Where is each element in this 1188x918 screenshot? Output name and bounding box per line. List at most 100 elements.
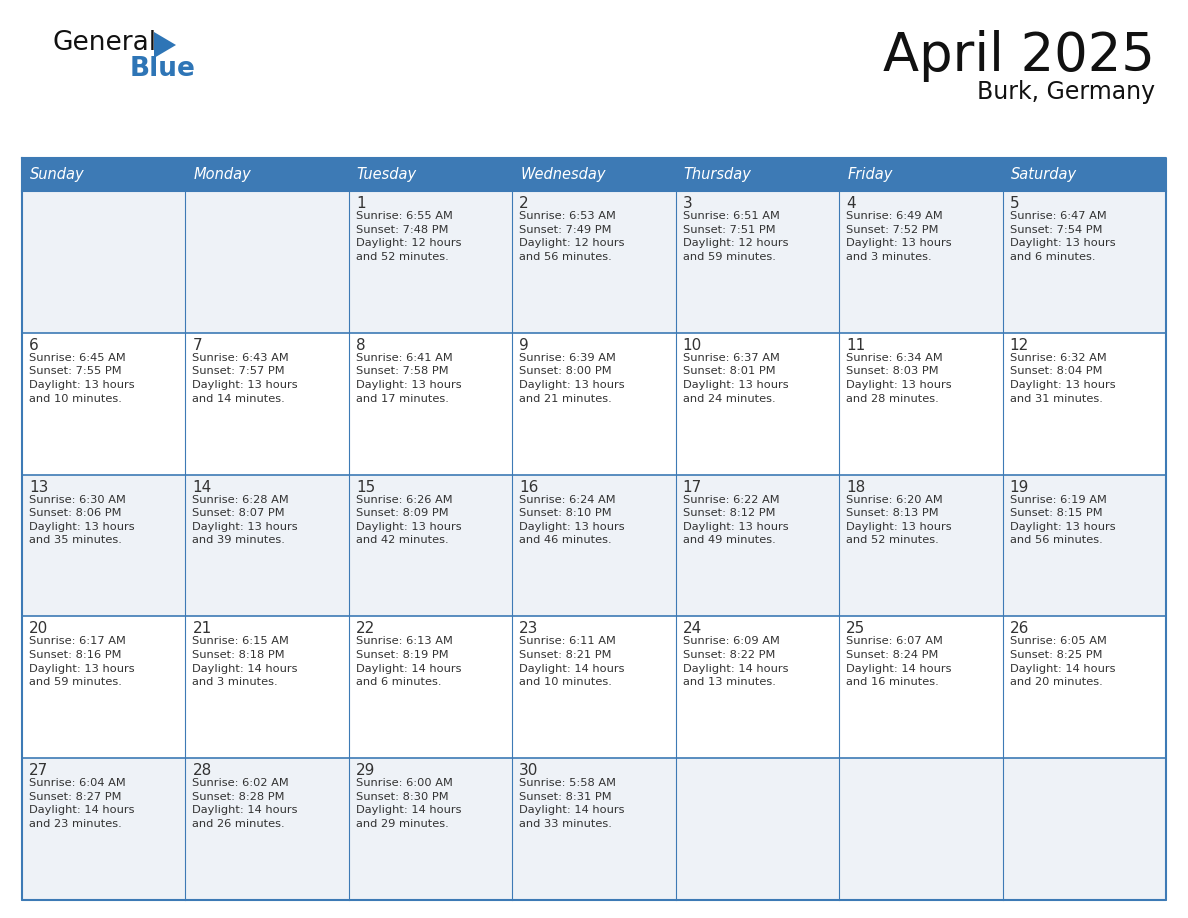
Text: Sunrise: 6:02 AM
Sunset: 8:28 PM
Daylight: 14 hours
and 26 minutes.: Sunrise: 6:02 AM Sunset: 8:28 PM Dayligh… xyxy=(192,778,298,829)
Text: Friday: Friday xyxy=(847,167,892,182)
Bar xyxy=(676,191,839,333)
Bar xyxy=(23,191,185,333)
Text: Wednesday: Wednesday xyxy=(520,167,606,182)
Bar xyxy=(512,333,676,475)
Bar xyxy=(1003,475,1165,616)
Bar xyxy=(185,333,349,475)
Text: 19: 19 xyxy=(1010,479,1029,495)
Text: 15: 15 xyxy=(356,479,375,495)
Text: 18: 18 xyxy=(846,479,865,495)
Text: Sunrise: 6:51 AM
Sunset: 7:51 PM
Daylight: 12 hours
and 59 minutes.: Sunrise: 6:51 AM Sunset: 7:51 PM Dayligh… xyxy=(683,211,788,262)
Text: 9: 9 xyxy=(519,338,529,353)
Text: Sunrise: 6:34 AM
Sunset: 8:03 PM
Daylight: 13 hours
and 28 minutes.: Sunrise: 6:34 AM Sunset: 8:03 PM Dayligh… xyxy=(846,353,952,404)
Text: 29: 29 xyxy=(356,763,375,778)
Text: Sunrise: 6:24 AM
Sunset: 8:10 PM
Daylight: 13 hours
and 46 minutes.: Sunrise: 6:24 AM Sunset: 8:10 PM Dayligh… xyxy=(519,495,625,545)
Text: Sunrise: 6:17 AM
Sunset: 8:16 PM
Daylight: 13 hours
and 59 minutes.: Sunrise: 6:17 AM Sunset: 8:16 PM Dayligh… xyxy=(29,636,134,688)
Bar xyxy=(23,475,185,616)
Bar xyxy=(839,475,1003,616)
Text: Sunrise: 6:39 AM
Sunset: 8:00 PM
Daylight: 13 hours
and 21 minutes.: Sunrise: 6:39 AM Sunset: 8:00 PM Dayligh… xyxy=(519,353,625,404)
Text: Sunday: Sunday xyxy=(30,167,84,182)
Bar xyxy=(23,616,185,758)
Text: 14: 14 xyxy=(192,479,211,495)
Text: Sunrise: 6:04 AM
Sunset: 8:27 PM
Daylight: 14 hours
and 23 minutes.: Sunrise: 6:04 AM Sunset: 8:27 PM Dayligh… xyxy=(29,778,134,829)
Text: Sunrise: 6:19 AM
Sunset: 8:15 PM
Daylight: 13 hours
and 56 minutes.: Sunrise: 6:19 AM Sunset: 8:15 PM Dayligh… xyxy=(1010,495,1116,545)
Text: Sunrise: 6:13 AM
Sunset: 8:19 PM
Daylight: 14 hours
and 6 minutes.: Sunrise: 6:13 AM Sunset: 8:19 PM Dayligh… xyxy=(356,636,461,688)
Text: 16: 16 xyxy=(519,479,538,495)
Text: 3: 3 xyxy=(683,196,693,211)
Text: Sunrise: 6:20 AM
Sunset: 8:13 PM
Daylight: 13 hours
and 52 minutes.: Sunrise: 6:20 AM Sunset: 8:13 PM Dayligh… xyxy=(846,495,952,545)
Text: Sunrise: 6:09 AM
Sunset: 8:22 PM
Daylight: 14 hours
and 13 minutes.: Sunrise: 6:09 AM Sunset: 8:22 PM Dayligh… xyxy=(683,636,788,688)
Bar xyxy=(349,616,512,758)
Text: General: General xyxy=(52,30,156,56)
Bar xyxy=(512,475,676,616)
Bar xyxy=(512,191,676,333)
Text: 5: 5 xyxy=(1010,196,1019,211)
Text: Burk, Germany: Burk, Germany xyxy=(977,80,1155,104)
Text: Sunrise: 6:22 AM
Sunset: 8:12 PM
Daylight: 13 hours
and 49 minutes.: Sunrise: 6:22 AM Sunset: 8:12 PM Dayligh… xyxy=(683,495,789,545)
Text: 7: 7 xyxy=(192,338,202,353)
Text: Sunrise: 6:43 AM
Sunset: 7:57 PM
Daylight: 13 hours
and 14 minutes.: Sunrise: 6:43 AM Sunset: 7:57 PM Dayligh… xyxy=(192,353,298,404)
Polygon shape xyxy=(154,32,176,58)
Bar xyxy=(349,333,512,475)
Text: 21: 21 xyxy=(192,621,211,636)
Text: Sunrise: 6:11 AM
Sunset: 8:21 PM
Daylight: 14 hours
and 10 minutes.: Sunrise: 6:11 AM Sunset: 8:21 PM Dayligh… xyxy=(519,636,625,688)
Text: 11: 11 xyxy=(846,338,865,353)
Bar xyxy=(1003,616,1165,758)
Text: Sunrise: 6:47 AM
Sunset: 7:54 PM
Daylight: 13 hours
and 6 minutes.: Sunrise: 6:47 AM Sunset: 7:54 PM Dayligh… xyxy=(1010,211,1116,262)
Text: Sunrise: 6:00 AM
Sunset: 8:30 PM
Daylight: 14 hours
and 29 minutes.: Sunrise: 6:00 AM Sunset: 8:30 PM Dayligh… xyxy=(356,778,461,829)
Text: 28: 28 xyxy=(192,763,211,778)
Text: 26: 26 xyxy=(1010,621,1029,636)
Text: 23: 23 xyxy=(519,621,538,636)
Bar xyxy=(185,758,349,900)
Text: Sunrise: 6:53 AM
Sunset: 7:49 PM
Daylight: 12 hours
and 56 minutes.: Sunrise: 6:53 AM Sunset: 7:49 PM Dayligh… xyxy=(519,211,625,262)
Text: Sunrise: 5:58 AM
Sunset: 8:31 PM
Daylight: 14 hours
and 33 minutes.: Sunrise: 5:58 AM Sunset: 8:31 PM Dayligh… xyxy=(519,778,625,829)
Bar xyxy=(1003,191,1165,333)
Text: 1: 1 xyxy=(356,196,366,211)
Text: 24: 24 xyxy=(683,621,702,636)
Text: Saturday: Saturday xyxy=(1011,167,1076,182)
Bar xyxy=(512,758,676,900)
Text: Sunrise: 6:26 AM
Sunset: 8:09 PM
Daylight: 13 hours
and 42 minutes.: Sunrise: 6:26 AM Sunset: 8:09 PM Dayligh… xyxy=(356,495,461,545)
Bar xyxy=(1003,333,1165,475)
Text: Sunrise: 6:07 AM
Sunset: 8:24 PM
Daylight: 14 hours
and 16 minutes.: Sunrise: 6:07 AM Sunset: 8:24 PM Dayligh… xyxy=(846,636,952,688)
Bar xyxy=(23,758,185,900)
Text: 4: 4 xyxy=(846,196,855,211)
Text: Blue: Blue xyxy=(129,56,196,82)
Bar xyxy=(185,475,349,616)
Bar xyxy=(349,191,512,333)
Bar xyxy=(23,333,185,475)
Bar xyxy=(676,616,839,758)
Text: Tuesday: Tuesday xyxy=(356,167,417,182)
Text: 30: 30 xyxy=(519,763,538,778)
Text: 2: 2 xyxy=(519,196,529,211)
Text: 17: 17 xyxy=(683,479,702,495)
Text: 25: 25 xyxy=(846,621,865,636)
Text: Sunrise: 6:15 AM
Sunset: 8:18 PM
Daylight: 14 hours
and 3 minutes.: Sunrise: 6:15 AM Sunset: 8:18 PM Dayligh… xyxy=(192,636,298,688)
Text: Sunrise: 6:45 AM
Sunset: 7:55 PM
Daylight: 13 hours
and 10 minutes.: Sunrise: 6:45 AM Sunset: 7:55 PM Dayligh… xyxy=(29,353,134,404)
Bar xyxy=(185,616,349,758)
Text: Sunrise: 6:55 AM
Sunset: 7:48 PM
Daylight: 12 hours
and 52 minutes.: Sunrise: 6:55 AM Sunset: 7:48 PM Dayligh… xyxy=(356,211,461,262)
Bar xyxy=(512,616,676,758)
Text: 8: 8 xyxy=(356,338,366,353)
Bar xyxy=(23,158,1165,191)
Text: Sunrise: 6:49 AM
Sunset: 7:52 PM
Daylight: 13 hours
and 3 minutes.: Sunrise: 6:49 AM Sunset: 7:52 PM Dayligh… xyxy=(846,211,952,262)
Bar xyxy=(676,475,839,616)
Text: Sunrise: 6:41 AM
Sunset: 7:58 PM
Daylight: 13 hours
and 17 minutes.: Sunrise: 6:41 AM Sunset: 7:58 PM Dayligh… xyxy=(356,353,461,404)
Text: Monday: Monday xyxy=(194,167,251,182)
Text: Sunrise: 6:05 AM
Sunset: 8:25 PM
Daylight: 14 hours
and 20 minutes.: Sunrise: 6:05 AM Sunset: 8:25 PM Dayligh… xyxy=(1010,636,1116,688)
Text: April 2025: April 2025 xyxy=(883,30,1155,82)
Bar xyxy=(839,191,1003,333)
Text: Sunrise: 6:28 AM
Sunset: 8:07 PM
Daylight: 13 hours
and 39 minutes.: Sunrise: 6:28 AM Sunset: 8:07 PM Dayligh… xyxy=(192,495,298,545)
Text: 13: 13 xyxy=(29,479,49,495)
Text: Sunrise: 6:37 AM
Sunset: 8:01 PM
Daylight: 13 hours
and 24 minutes.: Sunrise: 6:37 AM Sunset: 8:01 PM Dayligh… xyxy=(683,353,789,404)
Text: 27: 27 xyxy=(29,763,49,778)
Bar xyxy=(839,758,1003,900)
Bar xyxy=(839,333,1003,475)
Bar xyxy=(676,758,839,900)
Text: Sunrise: 6:32 AM
Sunset: 8:04 PM
Daylight: 13 hours
and 31 minutes.: Sunrise: 6:32 AM Sunset: 8:04 PM Dayligh… xyxy=(1010,353,1116,404)
Text: 12: 12 xyxy=(1010,338,1029,353)
Text: 6: 6 xyxy=(29,338,39,353)
Bar xyxy=(185,191,349,333)
Text: 10: 10 xyxy=(683,338,702,353)
Text: 22: 22 xyxy=(356,621,375,636)
